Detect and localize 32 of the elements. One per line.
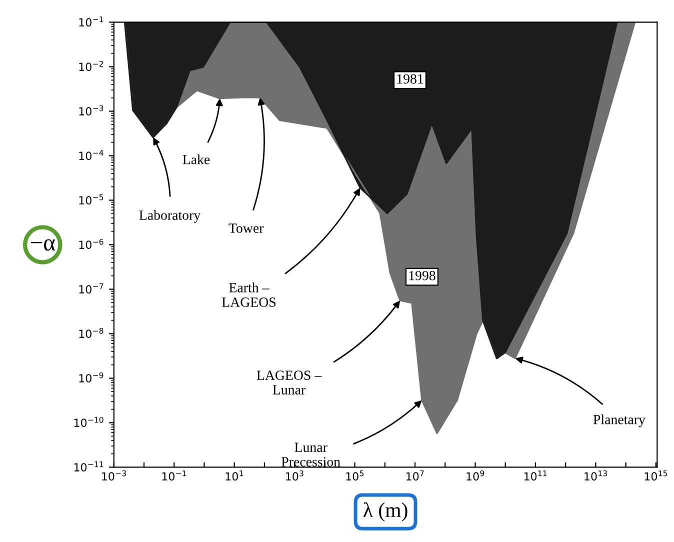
annotation: 1998 [409,270,436,280]
x-tick-label: 10$^{−3}$ [102,470,126,481]
annotation: Tower [228,224,264,233]
y-tick-label: 10$^{−6}$ [79,238,104,250]
y-tick-label: 10$^{−10}$ [74,416,104,427]
x-tick-label: 10$^{3}$ [286,470,304,481]
x-tick-label: 10$^{15}$ [644,470,668,481]
y-tick-label: 10$^{−5}$ [79,194,104,205]
annotation: Lake [182,154,210,164]
x-tick-label: 10$^{1}$ [226,470,244,481]
y-tick-label: 10$^{−8}$ [79,328,104,338]
x-tick-label: 10$^{7}$ [406,470,424,481]
y-tick-label: 10$^{−2}$ [79,60,104,72]
x-tick-label: 10$^{11}$ [524,470,547,481]
annotation: 1981 [397,74,424,84]
annotation: LAGEOS – Lunar [256,370,322,394]
annotation: Lunar Precession [282,442,340,467]
annotation: Earth – LAGEOS [222,282,276,307]
y-tick-label: 10$^{−11}$ [74,461,104,472]
x-tick-label: 10$^{−1}$ [162,470,186,481]
x-tick-label: 10$^{5}$ [346,470,364,481]
annotation: Planetary [593,414,646,428]
y-tick-label: 10$^{−1}$ [79,16,104,27]
y-tick-label: 10$^{−4}$ [79,150,104,160]
x-tick-label: 10$^{9}$ [466,470,484,481]
y-axis-title: −α [30,239,55,251]
x-tick-label: 10$^{13}$ [584,470,607,481]
y-tick-label: 10$^{−9}$ [79,372,104,382]
y-tick-label: 10$^{−7}$ [79,283,104,294]
y-tick-label: 10$^{−3}$ [79,105,104,116]
annotation: Laboratory [139,210,201,223]
x-axis-title: λ (m) [363,502,408,522]
